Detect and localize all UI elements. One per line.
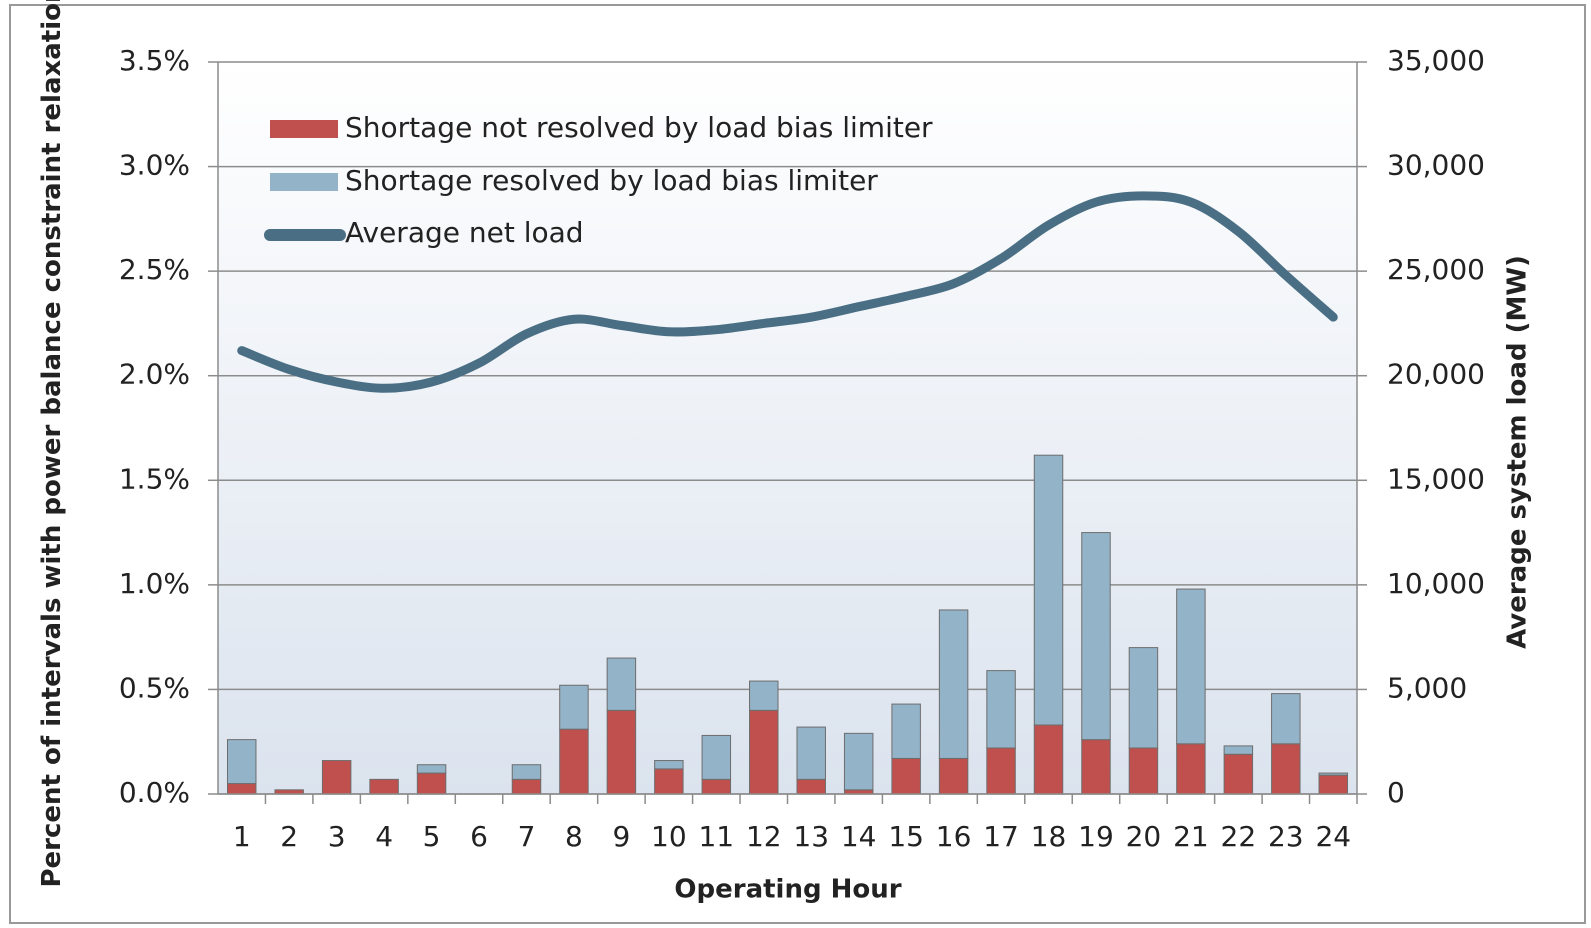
x-tick-label: 8 — [565, 820, 583, 853]
bar — [416, 764, 447, 774]
x-tick-label: 22 — [1221, 820, 1257, 853]
bar — [1033, 724, 1064, 795]
y-tick-label: 0.0% — [119, 776, 190, 809]
bar — [986, 670, 1016, 749]
x-tick-label: 24 — [1315, 820, 1351, 853]
x-tick-label: 1 — [233, 820, 251, 853]
bar — [1128, 647, 1159, 749]
x-tick-label: 6 — [470, 820, 488, 853]
bar — [1223, 753, 1254, 795]
y-tick-label: 2.5% — [119, 253, 190, 286]
legend-swatch — [270, 120, 338, 138]
bar — [1318, 772, 1349, 776]
bar — [654, 760, 684, 770]
legend-label: Shortage resolved by load bias limiter — [345, 164, 878, 197]
bar — [1176, 588, 1206, 745]
bar — [1081, 739, 1111, 795]
y2-tick-label: 5,000 — [1387, 671, 1467, 704]
bar — [701, 778, 732, 795]
y2-axis-title: Average system load (MW) — [1503, 255, 1533, 649]
bar — [226, 783, 257, 795]
x-tick-label: 19 — [1078, 820, 1114, 853]
x-tick-label: 10 — [651, 820, 687, 853]
bar — [369, 778, 399, 795]
legend-label: Shortage not resolved by load bias limit… — [345, 111, 933, 144]
bar — [559, 728, 589, 795]
y-axis-title: Percent of intervals with power balance … — [37, 0, 67, 888]
bar — [1033, 454, 1064, 726]
bar — [938, 609, 969, 759]
y-tick-label: 0.5% — [119, 671, 190, 704]
bar — [654, 768, 684, 795]
y-tick-label: 3.0% — [119, 149, 190, 182]
bar — [749, 709, 779, 795]
bar — [1271, 743, 1301, 795]
x-tick-label: 20 — [1126, 820, 1162, 853]
x-axis-title: Operating Hour — [674, 875, 901, 905]
y2-tick-label: 0 — [1387, 776, 1405, 809]
bar — [1128, 747, 1159, 795]
x-tick-label: 4 — [375, 820, 393, 853]
bar — [986, 747, 1016, 795]
y2-tick-label: 25,000 — [1387, 253, 1485, 286]
x-tick-label: 5 — [423, 820, 441, 853]
bar — [606, 657, 637, 711]
x-tick-label: 16 — [936, 820, 972, 853]
x-tick-label: 9 — [612, 820, 630, 853]
bar — [1223, 745, 1254, 755]
x-tick-label: 3 — [328, 820, 346, 853]
bar — [511, 764, 542, 780]
bar — [749, 680, 779, 711]
bar — [938, 757, 969, 795]
x-tick-label: 15 — [888, 820, 924, 853]
bar — [1318, 774, 1349, 795]
y2-tick-label: 15,000 — [1387, 462, 1485, 495]
x-tick-label: 14 — [841, 820, 877, 853]
bar — [321, 760, 352, 795]
bar — [891, 703, 921, 759]
plot-area — [218, 62, 1357, 794]
y-tick-label: 1.5% — [119, 462, 190, 495]
legend: Shortage not resolved by load bias limit… — [264, 111, 933, 249]
legend-label: Average net load — [345, 216, 584, 249]
bar — [226, 739, 257, 785]
legend-swatch — [270, 173, 338, 191]
y2-tick-label: 35,000 — [1387, 44, 1485, 77]
x-tick-label: 11 — [698, 820, 734, 853]
x-tick-label: 2 — [280, 820, 298, 853]
line — [237, 191, 1338, 393]
x-tick-label: 12 — [746, 820, 782, 853]
x-tick-label: 13 — [793, 820, 829, 853]
bar — [1271, 693, 1301, 745]
bar — [796, 778, 826, 795]
x-tick-label: 23 — [1268, 820, 1304, 853]
y-tick-label: 3.5% — [119, 44, 190, 77]
x-tick-label: 7 — [518, 820, 536, 853]
y-tick-label: 1.0% — [119, 567, 190, 600]
y-axis-title-text: Percent of intervals with power balance … — [37, 0, 67, 888]
bar — [843, 732, 874, 791]
bar — [796, 726, 826, 780]
x-tick-label: 21 — [1173, 820, 1209, 853]
bar — [511, 778, 542, 795]
x-tick-label: 17 — [983, 820, 1019, 853]
bar — [1176, 743, 1206, 795]
y2-tick-label: 10,000 — [1387, 567, 1485, 600]
bar — [1081, 532, 1111, 741]
bar — [891, 757, 921, 795]
y2-tick-label: 30,000 — [1387, 149, 1485, 182]
bar — [559, 684, 589, 730]
y2-tick-label: 20,000 — [1387, 358, 1485, 391]
y-tick-label: 2.0% — [119, 358, 190, 391]
bar — [606, 709, 637, 795]
x-tick-label: 18 — [1031, 820, 1067, 853]
bar — [701, 734, 732, 780]
bar — [416, 772, 447, 795]
